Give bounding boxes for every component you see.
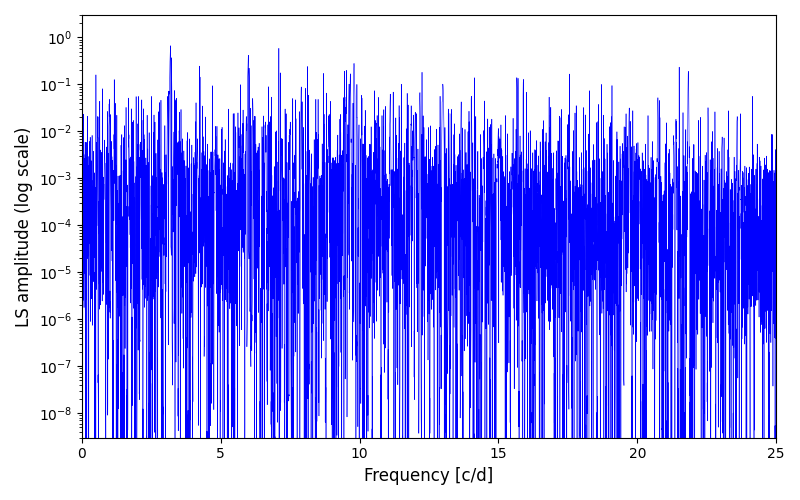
X-axis label: Frequency [c/d]: Frequency [c/d] [364, 467, 494, 485]
Y-axis label: LS amplitude (log scale): LS amplitude (log scale) [15, 126, 33, 326]
